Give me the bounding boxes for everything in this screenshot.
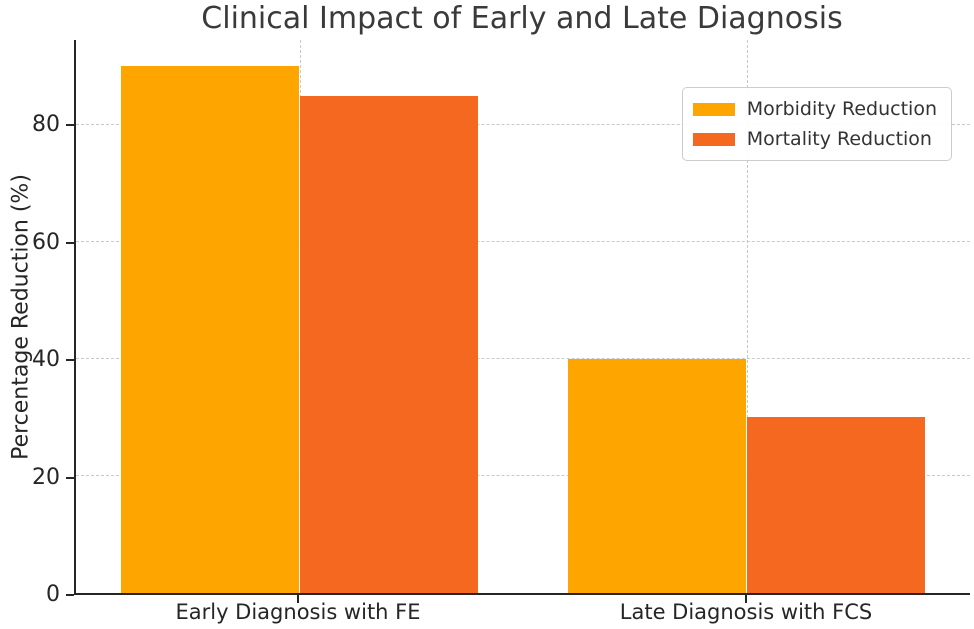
legend-label-mortality: Mortality Reduction xyxy=(746,128,932,150)
bar-morbidity-early xyxy=(120,66,300,593)
legend-label-morbidity: Morbidity Reduction xyxy=(746,98,937,120)
y-tick-label: 60 xyxy=(32,229,60,255)
y-axis-label: Percentage Reduction (%) xyxy=(8,174,34,460)
x-tick-mark xyxy=(745,595,747,603)
x-tick-label: Early Diagnosis with FE xyxy=(175,600,421,624)
gridline-horizontal xyxy=(76,474,970,476)
x-tick-mark xyxy=(297,595,299,603)
y-tick-label: 80 xyxy=(32,112,60,138)
bar-morbidity-late xyxy=(567,358,747,593)
plot-area: Morbidity Reduction Mortality Reduction xyxy=(74,40,970,595)
bar-mortality-early xyxy=(299,95,479,593)
legend-swatch-mortality-icon xyxy=(692,132,735,146)
gridline-horizontal xyxy=(76,357,970,359)
legend-swatch-morbidity-icon xyxy=(692,102,735,116)
y-tick-mark xyxy=(66,241,74,244)
y-tick-mark xyxy=(66,476,74,479)
y-tick-mark xyxy=(66,594,74,596)
gridline-horizontal xyxy=(76,123,970,125)
chart-title: Clinical Impact of Early and Late Diagno… xyxy=(201,1,843,36)
bar-mortality-late xyxy=(746,417,926,593)
y-tick-mark xyxy=(66,359,74,362)
legend-item-mortality: Mortality Reduction xyxy=(692,126,937,152)
legend-item-morbidity: Morbidity Reduction xyxy=(692,96,937,122)
gridline-vertical xyxy=(746,40,748,593)
y-tick-label: 40 xyxy=(32,347,60,373)
legend: Morbidity Reduction Mortality Reduction xyxy=(681,87,952,161)
y-tick-label: 20 xyxy=(32,464,60,490)
y-tick-mark xyxy=(66,124,74,127)
x-tick-label: Late Diagnosis with FCS xyxy=(619,600,873,624)
gridline-horizontal xyxy=(76,240,970,242)
y-tick-label: 0 xyxy=(46,582,60,607)
